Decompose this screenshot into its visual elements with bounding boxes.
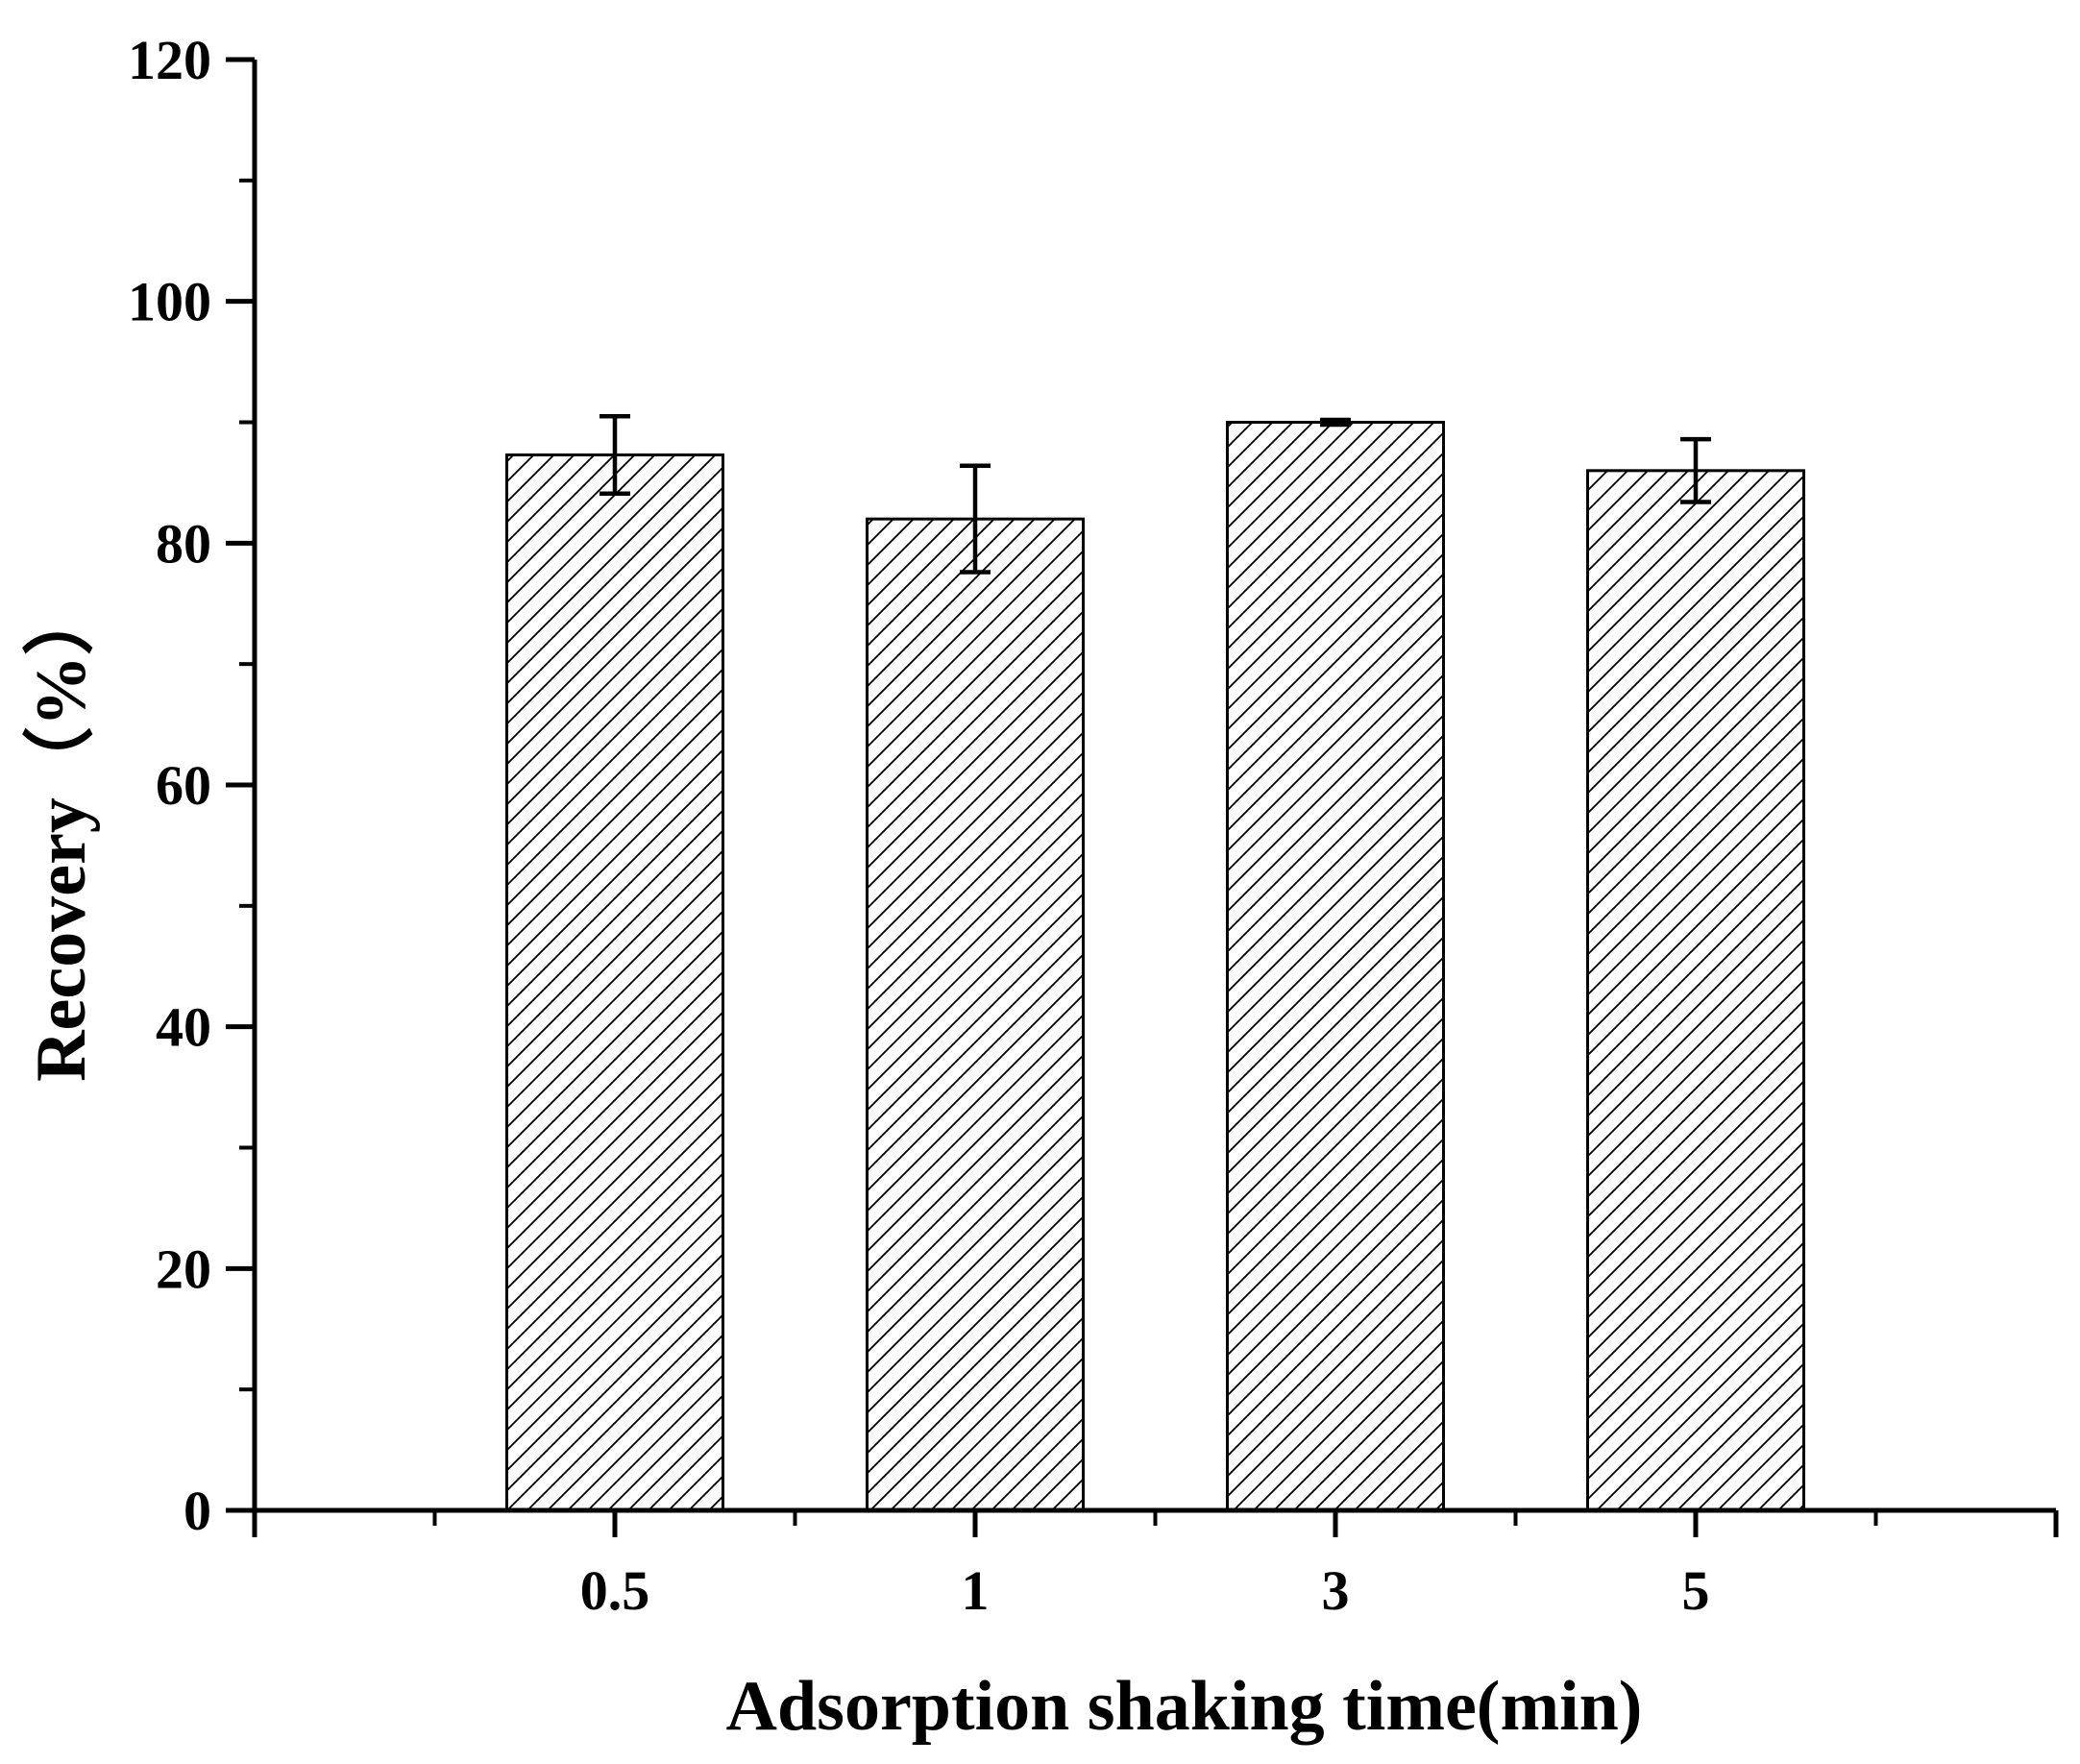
error-bar-5 — [1680, 436, 1711, 504]
y-axis-title: Recovery（%） — [22, 584, 101, 1082]
error-bar-0.5 — [600, 413, 630, 496]
bar-1 — [866, 517, 1085, 1512]
y-tick-label-80: 80 — [156, 512, 211, 575]
y-tick-label-100: 100 — [128, 271, 211, 333]
x-tick-label-5: 5 — [1682, 1559, 1710, 1622]
x-tick-label-0.5: 0.5 — [580, 1559, 650, 1622]
y-tick-label-40: 40 — [156, 996, 211, 1059]
y-tick-label-120: 120 — [128, 29, 211, 91]
bar-0.5 — [505, 453, 724, 1512]
error-bars-layer — [600, 413, 1711, 575]
tick-labels-layer: 0 20 40 60 80 100 120 0.5 1 3 5 — [128, 29, 1710, 1622]
bars-layer — [505, 421, 1805, 1512]
error-bar-1 — [960, 463, 991, 575]
bar-3 — [1226, 421, 1445, 1512]
axes-layer — [226, 57, 2059, 1537]
y-tick-label-20: 20 — [156, 1237, 211, 1300]
error-bar-3 — [1320, 417, 1351, 428]
x-axis-title: Adsorption shaking time(min) — [726, 1667, 1643, 1746]
y-tick-label-60: 60 — [156, 754, 211, 817]
y-tick-label-0: 0 — [184, 1480, 211, 1542]
x-tick-label-1: 1 — [962, 1559, 990, 1622]
x-tick-label-3: 3 — [1322, 1559, 1350, 1622]
bar-5 — [1586, 469, 1805, 1512]
